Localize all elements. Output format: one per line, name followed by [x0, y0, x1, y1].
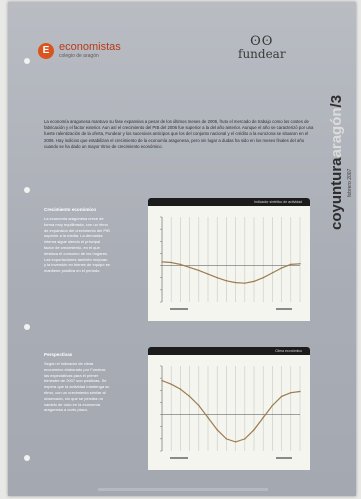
chart-point: [170, 383, 172, 385]
section-text: Según el indicador de clima económico el…: [44, 361, 110, 413]
chart-point: [188, 266, 191, 269]
economistas-logo: E economistas colegio de aragón: [38, 42, 121, 59]
chart-point: [262, 277, 264, 279]
line-chart-svg: [160, 365, 301, 459]
chart-point: [262, 416, 264, 419]
chart-point: [161, 379, 163, 382]
chart-point: [216, 277, 218, 279]
chart-point: [280, 267, 283, 269]
chart-point: [253, 280, 255, 283]
document-page: E economistas colegio de aragón ʘʘ funde…: [8, 2, 356, 496]
chart-point: [161, 261, 163, 263]
fundear-logo-text: fundear: [238, 47, 286, 61]
sidebar-title: coyunturaaragón/3: [326, 30, 352, 230]
binder-hole: [24, 187, 30, 193]
chart-legend-swatch: [170, 308, 188, 310]
chart-plot-area: [148, 206, 310, 321]
chart-point: [225, 438, 228, 440]
chart-legend-swatch: [170, 457, 188, 459]
binder-hole: [24, 455, 30, 461]
chart-header: Clima económico: [148, 347, 310, 355]
fundear-logo-mark: ʘʘ: [250, 34, 274, 49]
chart-point: [234, 281, 237, 284]
chart-point: [225, 280, 228, 282]
chart-activity: Indicador sintético de actividad: [148, 198, 310, 321]
chart-series-line: [161, 380, 301, 443]
intro-paragraph: La economía aragonesa mantuvo su fase ex…: [44, 119, 314, 149]
chart-series-line: [161, 261, 301, 284]
chart-climate: Clima económico: [148, 347, 310, 470]
binder-hole: [24, 324, 30, 330]
chart-point: [188, 395, 191, 398]
line-chart-svg: [160, 216, 301, 310]
chart-legend-swatch: [276, 308, 292, 310]
chart-point: [299, 390, 301, 393]
chart-point: [179, 263, 182, 266]
chart-point: [290, 392, 292, 394]
chart-point: [207, 273, 209, 275]
binder-hole: [24, 58, 30, 64]
chart-point: [179, 388, 182, 390]
chart-point: [244, 438, 246, 440]
chart-point: [280, 395, 283, 398]
chart-point: [170, 261, 172, 264]
sidebar-title-part3: /3: [328, 94, 345, 108]
footer-bar: [98, 488, 268, 491]
economistas-logo-text: economistas: [59, 41, 121, 53]
chart-point: [216, 429, 218, 431]
chart-point: [244, 282, 246, 284]
section-text: La economía aragonesa crece de forma muy…: [44, 216, 110, 274]
sidebar-subtitle-text: febrero 2007: [347, 168, 353, 197]
chart-plot-area: [148, 355, 310, 470]
section-title: Perspectivas: [44, 352, 73, 357]
chart-point: [198, 404, 200, 407]
economistas-logo-mark: E: [38, 42, 54, 59]
chart-point: [271, 272, 274, 274]
chart-point: [253, 429, 255, 431]
sidebar-title-part2: aragón: [328, 107, 345, 158]
sidebar-title-part1: coyuntura: [328, 157, 345, 230]
chart-point: [299, 263, 301, 265]
chart-point: [271, 404, 274, 407]
section-title: Crecimiento económico: [44, 207, 97, 212]
chart-point: [198, 269, 200, 272]
chart-legend-swatch: [276, 457, 292, 459]
document-header: E economistas colegio de aragón ʘʘ funde…: [8, 2, 356, 98]
chart-point: [207, 416, 209, 419]
sidebar-subtitle: febrero 2007: [347, 137, 355, 197]
chart-point: [290, 263, 292, 266]
fundear-logo: ʘʘ fundear: [238, 34, 286, 61]
chart-header: Indicador sintético de actividad: [148, 198, 310, 206]
economistas-logo-subtext: colegio de aragón: [59, 53, 99, 59]
chart-point: [234, 441, 237, 443]
